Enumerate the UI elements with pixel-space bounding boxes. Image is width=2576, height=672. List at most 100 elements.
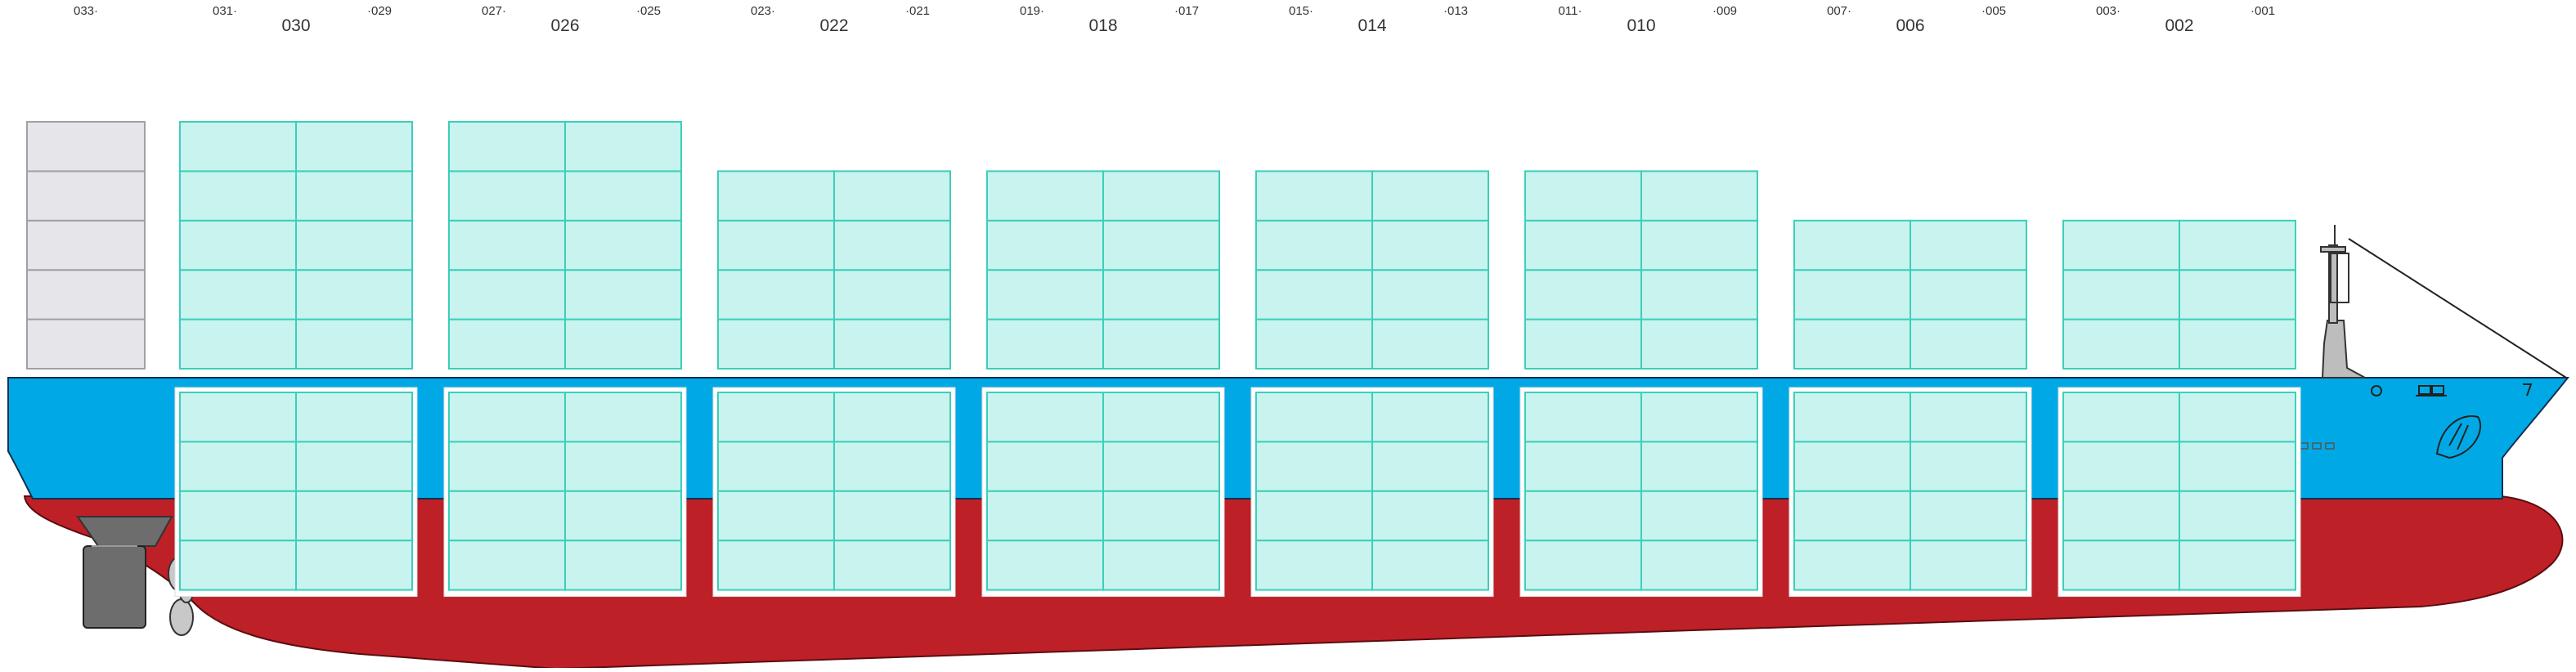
empty-slot <box>26 269 146 320</box>
deck-container <box>295 318 413 370</box>
deck-container <box>833 269 951 320</box>
bay-label-even: 026 <box>550 16 579 35</box>
hold-container <box>717 441 835 492</box>
bay-label-odd-aft: 007· <box>1827 4 1851 18</box>
hold-container <box>564 441 682 492</box>
deck-container <box>2062 318 2180 370</box>
deck-container <box>986 318 1104 370</box>
deck-container <box>1793 219 1911 271</box>
deck-container <box>1640 170 1758 222</box>
hold-container <box>2179 540 2296 591</box>
hold-container <box>2062 441 2180 492</box>
hold-container <box>1255 392 1373 443</box>
hold-container <box>1524 441 1642 492</box>
bay-label-odd-fwd: ·021 <box>905 4 930 18</box>
bay-label-odd-aft: 027· <box>482 4 506 18</box>
bay-label-even: 010 <box>1627 16 1655 35</box>
deck-container <box>1640 318 1758 370</box>
bay-label-odd-aft: 023· <box>751 4 775 18</box>
hold-container <box>1371 540 1489 591</box>
bay-label-odd-aft: 019· <box>1020 4 1044 18</box>
bay-label-odd-fwd: ·009 <box>1712 4 1737 18</box>
deck-container <box>717 269 835 320</box>
hold-container <box>986 540 1104 591</box>
deck-container <box>1524 269 1642 320</box>
deck-container <box>833 170 951 222</box>
hold-container <box>1524 540 1642 591</box>
deck-container <box>1793 269 1911 320</box>
hold-container <box>1371 392 1489 443</box>
hold-container <box>448 441 566 492</box>
deck-container <box>986 269 1104 320</box>
deck-container <box>1255 269 1373 320</box>
deck-container <box>1640 219 1758 271</box>
deck-container <box>564 269 682 320</box>
hold-container <box>1102 540 1220 591</box>
bay-label-even: 030 <box>281 16 310 35</box>
deck-container <box>1371 219 1489 271</box>
hold-container <box>295 392 413 443</box>
bay-label-odd-fwd: ·013 <box>1443 4 1468 18</box>
hold-container <box>1793 392 1911 443</box>
deck-container <box>179 318 297 370</box>
hold-container <box>1910 490 2027 542</box>
bay-label-odd-aft: 015· <box>1289 4 1313 18</box>
deck-container <box>448 269 566 320</box>
deck-container <box>1371 318 1489 370</box>
hold-container <box>2179 392 2296 443</box>
deck-container <box>564 121 682 172</box>
anchor-icon <box>2299 383 2533 450</box>
hold-container <box>295 540 413 591</box>
hold-container <box>833 392 951 443</box>
hold-container <box>1640 490 1758 542</box>
deck-container <box>295 219 413 271</box>
hold-container <box>1102 490 1220 542</box>
deck-container <box>717 170 835 222</box>
hold-container <box>564 490 682 542</box>
hold-container <box>295 490 413 542</box>
deck-container <box>2062 219 2180 271</box>
hold-container <box>564 540 682 591</box>
deck-container <box>2179 269 2296 320</box>
deck-container <box>448 318 566 370</box>
deck-container <box>1524 318 1642 370</box>
deck-container <box>295 269 413 320</box>
bay-label-odd-fwd: ·005 <box>1981 4 2006 18</box>
deck-container <box>564 219 682 271</box>
hold-container <box>1255 441 1373 492</box>
hold-container <box>1371 441 1489 492</box>
deck-container <box>1524 219 1642 271</box>
deck-container <box>717 219 835 271</box>
bay-label-even: 006 <box>1896 16 1924 35</box>
empty-slot <box>26 170 146 222</box>
empty-slot <box>26 219 146 271</box>
hold-container <box>2062 392 2180 443</box>
deck-container <box>564 318 682 370</box>
hold-container <box>448 490 566 542</box>
deck-container <box>295 121 413 172</box>
rudder-icon <box>76 516 173 629</box>
deck-container <box>1255 318 1373 370</box>
deck-container <box>2062 269 2180 320</box>
hold-container <box>2062 540 2180 591</box>
hold-container <box>986 392 1104 443</box>
deck-container <box>2179 318 2296 370</box>
deck-container <box>179 121 297 172</box>
deck-container <box>986 170 1104 222</box>
hold-container <box>1640 441 1758 492</box>
bay-label-odd-fwd: ·001 <box>2251 4 2275 18</box>
bay-label-odd-fwd: ·029 <box>367 4 392 18</box>
hold-container <box>1640 392 1758 443</box>
hold-container <box>2062 490 2180 542</box>
bay-labels: 033· 031· 030 ·029 027· 026 ·025 023· 022 ·021 019… <box>74 4 2275 35</box>
hold-container <box>179 441 297 492</box>
bay-label-odd-fwd: ·017 <box>1174 4 1199 18</box>
hold-container <box>1524 490 1642 542</box>
deck-container <box>1255 219 1373 271</box>
deck-container <box>833 318 951 370</box>
hold-container <box>1640 540 1758 591</box>
deck-container <box>1640 269 1758 320</box>
deck-container <box>717 318 835 370</box>
